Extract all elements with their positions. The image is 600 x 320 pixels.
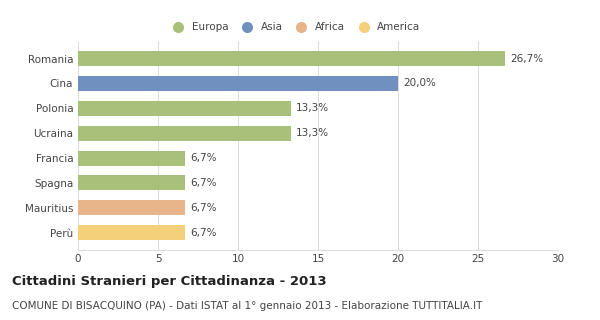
Bar [78, 200, 185, 215]
Text: 6,7%: 6,7% [190, 153, 217, 163]
Text: COMUNE DI BISACQUINO (PA) - Dati ISTAT al 1° gennaio 2013 - Elaborazione TUTTITA: COMUNE DI BISACQUINO (PA) - Dati ISTAT a… [12, 301, 482, 311]
Text: Cittadini Stranieri per Cittadinanza - 2013: Cittadini Stranieri per Cittadinanza - 2… [12, 275, 326, 288]
Bar [78, 101, 291, 116]
Text: 6,7%: 6,7% [190, 203, 217, 213]
Text: 6,7%: 6,7% [190, 178, 217, 188]
Bar [78, 126, 291, 140]
Bar [78, 51, 505, 66]
Bar [78, 76, 398, 91]
Bar [78, 175, 185, 190]
Text: 26,7%: 26,7% [510, 53, 543, 63]
Bar [78, 225, 185, 240]
Text: 13,3%: 13,3% [296, 128, 329, 138]
Text: 6,7%: 6,7% [190, 228, 217, 238]
Text: 20,0%: 20,0% [403, 78, 436, 88]
Text: 13,3%: 13,3% [296, 103, 329, 113]
Bar [78, 151, 185, 165]
Legend: Europa, Asia, Africa, America: Europa, Asia, Africa, America [168, 22, 420, 32]
